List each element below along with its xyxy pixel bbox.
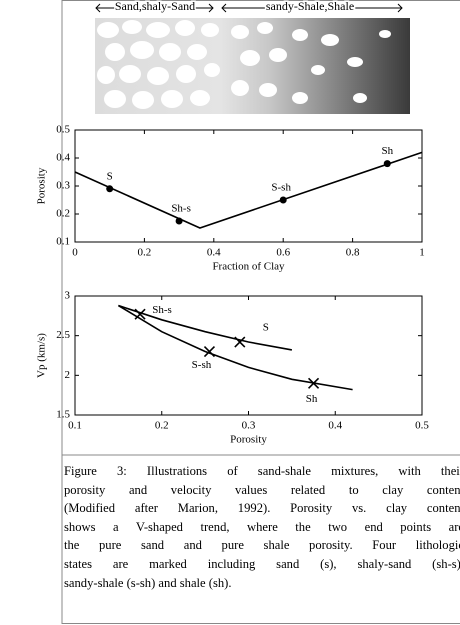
point-label: Sh-s <box>171 203 191 215</box>
point <box>234 336 246 348</box>
plot-frame <box>74 295 423 416</box>
x-tick-label: 0.3 <box>242 420 256 432</box>
y-tick-label: 2 <box>65 369 71 381</box>
point-label: S <box>263 322 269 334</box>
point <box>307 377 320 389</box>
caption-line: states are marked including sand (s), sh… <box>64 556 460 571</box>
point-label: S-sh <box>192 359 212 371</box>
curve <box>117 304 353 391</box>
range-arrows <box>95 3 403 13</box>
y-axis-label: Porosity <box>36 167 48 204</box>
point-label: Sh-s <box>152 304 172 316</box>
figure-border <box>61 0 460 624</box>
caption-line: shows a V-shaped trend, where the two en… <box>64 519 460 534</box>
plot-frame <box>74 129 423 243</box>
grains <box>97 20 391 109</box>
range-label: Sand,shaly-Sand <box>115 0 195 13</box>
x-tick-label: 0.1 <box>68 420 82 432</box>
point-label: Sh <box>306 393 318 405</box>
point-label: S <box>107 170 113 182</box>
caption-line: sandy-shale (s-sh) and shale (sh). <box>64 575 232 590</box>
x-axis-label: Porosity <box>230 434 267 446</box>
y-axis-label: Vp (km/s) <box>36 333 48 378</box>
point <box>106 185 114 193</box>
curve <box>74 151 423 229</box>
point <box>203 345 216 358</box>
x-tick-label: 0.2 <box>138 247 152 259</box>
y-tick-label: 0.4 <box>56 152 70 164</box>
caption: Figure 3: Illustrations of sand-shale mi… <box>64 462 460 620</box>
point-label: Sh <box>381 145 393 157</box>
point <box>175 217 183 225</box>
y-tick-label: 0.1 <box>56 236 70 248</box>
caption-line: Figure 3: Illustrations of sand-shale mi… <box>64 464 460 478</box>
x-axis-label: Fraction of Clay <box>212 261 285 273</box>
x-tick-label: 0.6 <box>276 247 290 259</box>
x-tick-label: 1 <box>419 247 425 259</box>
x-tick-label: 0.8 <box>346 247 360 259</box>
x-tick-label: 0.5 <box>415 420 429 432</box>
y-tick-label: 3 <box>65 290 71 302</box>
caption-line: porosity and velocity values related to … <box>64 482 460 497</box>
y-tick-label: 2.5 <box>56 329 70 341</box>
point <box>134 308 146 320</box>
point-label: S-sh <box>271 182 291 194</box>
y-tick-label: 0.5 <box>56 124 70 136</box>
y-tick-label: 0.3 <box>56 180 70 192</box>
point <box>383 160 391 168</box>
y-tick-label: 0.2 <box>56 208 70 220</box>
point <box>279 196 287 204</box>
x-tick-label: 0.4 <box>207 247 221 259</box>
y-tick-label: 1.5 <box>56 409 70 421</box>
x-tick-label: 0.2 <box>155 420 169 432</box>
range-label: sandy-Shale,Shale <box>266 0 354 13</box>
caption-line: (Modified after Marion, 1992). Porosity … <box>64 501 460 516</box>
curve <box>118 304 293 351</box>
x-tick-label: 0.4 <box>328 420 342 432</box>
caption-line: the pure sand and pure shale porosity. F… <box>64 538 460 553</box>
x-tick-label: 0 <box>72 247 78 259</box>
